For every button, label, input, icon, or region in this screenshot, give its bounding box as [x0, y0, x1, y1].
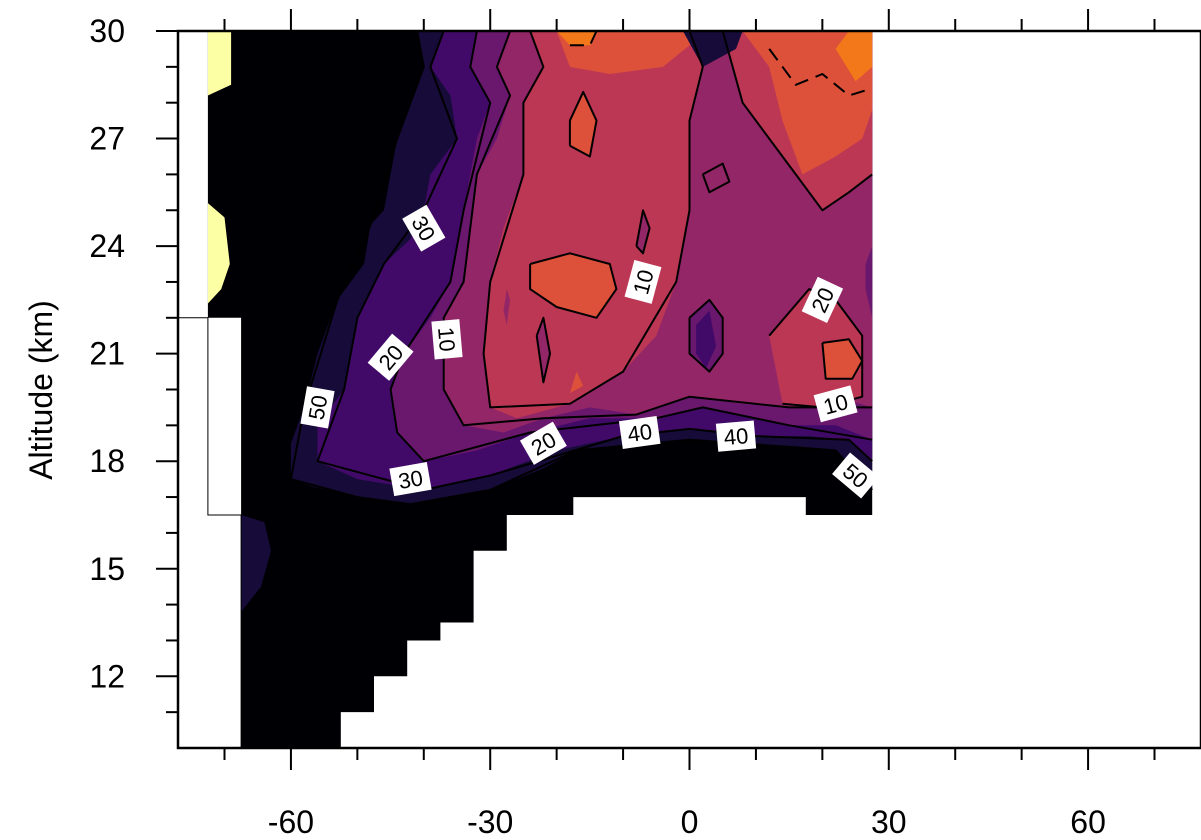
y-tick-label: 15 — [89, 551, 125, 587]
contour-label-box — [801, 276, 844, 324]
contour-line-20 — [535, 316, 551, 384]
contour-line-20 — [442, 31, 873, 427]
contour-label-box — [431, 319, 463, 360]
contour-label: 40 — [618, 415, 661, 450]
contour-fill-level-40 — [696, 310, 717, 368]
contour-fill-level-10 — [483, 31, 703, 419]
contour-fill-level-20 — [702, 235, 717, 272]
contour-fill-orange-red — [556, 31, 710, 74]
x-tick-label: -30 — [467, 804, 513, 840]
contour-fill-orange — [835, 31, 873, 82]
contour-label: 30 — [389, 462, 432, 497]
contour-label-box — [624, 259, 662, 304]
contour-fill-level-20 — [503, 289, 511, 325]
contour-label: 10 — [813, 385, 858, 423]
contour-line-50 — [289, 31, 873, 506]
contour-line-30 — [389, 31, 873, 463]
contour-fill-orange — [556, 31, 597, 46]
contour-label-box — [402, 204, 446, 252]
y-tick-label: 21 — [89, 336, 125, 372]
contour-fill-yellow — [207, 203, 230, 304]
y-tick-label: 12 — [89, 658, 125, 694]
contour-label: 50 — [300, 386, 335, 429]
contour-line-0 — [821, 338, 864, 380]
contour-label-text: 40 — [723, 423, 750, 450]
contour-label-box — [813, 385, 858, 423]
contour-line-20 — [635, 209, 651, 255]
contour-line-0 — [568, 90, 598, 158]
y-axis-title: Altitude (km) — [23, 300, 59, 480]
contour-label-box — [519, 421, 567, 465]
contour-label-text: 40 — [626, 419, 654, 447]
contour-line-10 — [482, 31, 704, 409]
contour-line-0 — [529, 252, 618, 319]
contour-label-box — [618, 415, 661, 450]
x-tick-labels: -60 -30 0 30 60 — [268, 804, 1106, 840]
contour-line-20 — [701, 162, 731, 194]
contour-label: 10 — [624, 259, 662, 304]
x-tick-label: -60 — [268, 804, 314, 840]
contour-fill-level-50 — [241, 515, 271, 612]
y-tick-labels: 12 15 18 21 24 27 30 — [89, 13, 125, 694]
contour-line-neg10 — [569, 31, 598, 47]
contour-label-box — [389, 462, 432, 497]
contour-label-box — [715, 420, 757, 452]
contour-line-10 — [721, 31, 873, 212]
contour-fill-orange-red — [530, 253, 617, 318]
contour-label-text: 30 — [396, 465, 424, 494]
missing-region-edge — [178, 317, 242, 748]
contour-label-box — [300, 386, 335, 429]
x-tick-label: 30 — [871, 804, 907, 840]
missing-data-outline — [178, 317, 242, 748]
contour-label: 10 — [431, 319, 463, 360]
y-tick-label: 30 — [89, 13, 125, 49]
contour-fill-orange-red — [569, 371, 584, 394]
y-tick-label: 18 — [89, 443, 125, 479]
contour-fill-yellow — [207, 31, 232, 96]
contour-fill-orange-red — [742, 31, 873, 175]
contour-fill-orange-red — [822, 339, 863, 379]
contour-label-text: 10 — [433, 326, 460, 353]
y-tick-label: 27 — [89, 121, 125, 157]
y-tick-label: 24 — [89, 228, 125, 264]
contour-line-neg10 — [768, 48, 873, 97]
contour-label-box — [832, 452, 880, 499]
contour-label: 40 — [715, 420, 757, 452]
contour-fills — [207, 31, 873, 748]
contour-label-box — [367, 333, 414, 381]
x-tick-label: 0 — [681, 804, 699, 840]
x-tick-label: 60 — [1070, 804, 1106, 840]
contour-fill-level-50 — [682, 31, 743, 67]
contour-line-30 — [688, 298, 724, 373]
contour-label-text: 50 — [304, 393, 333, 421]
contour-fill-level-30 — [865, 246, 873, 318]
